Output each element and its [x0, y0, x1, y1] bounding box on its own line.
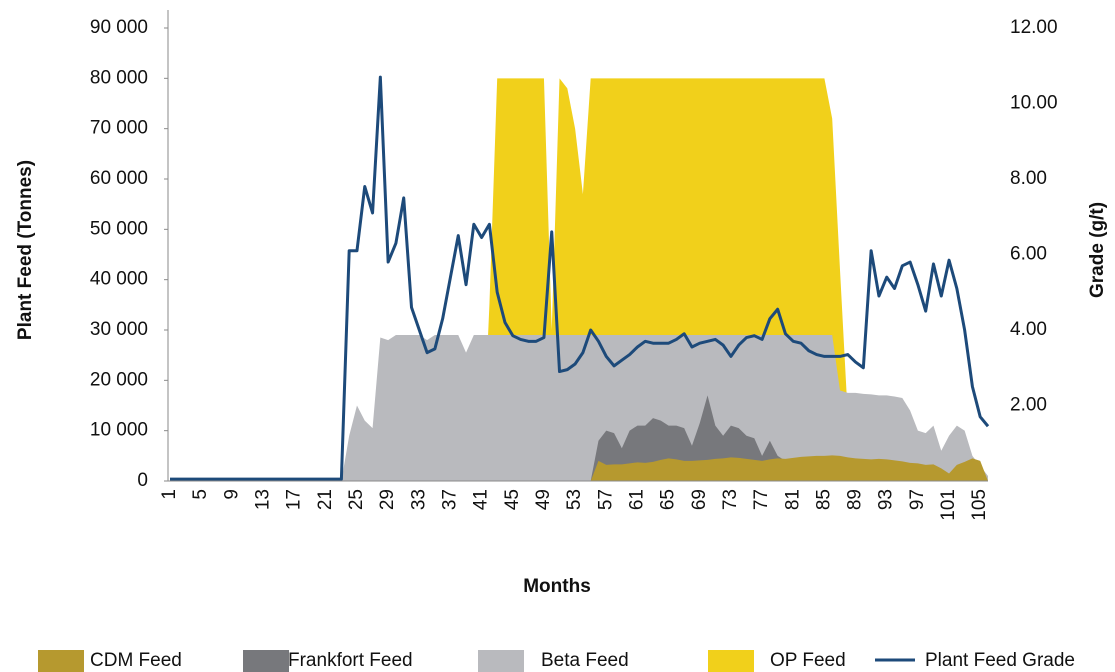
x-axis-title: Months — [523, 576, 591, 597]
x-tick-label: 29 — [377, 489, 398, 510]
y2-tick-label: 4.00 — [1010, 319, 1047, 340]
x-tick-label: 57 — [595, 489, 616, 510]
legend-swatch — [708, 650, 754, 672]
legend-label: CDM Feed — [90, 650, 182, 671]
x-tick-label: 77 — [751, 489, 772, 510]
y-tick-label: 40 000 — [90, 269, 148, 290]
legend-label: Frankfort Feed — [288, 650, 413, 671]
y2-tick-label: 10.00 — [1010, 93, 1058, 114]
area — [170, 335, 988, 481]
x-tick-label: 105 — [969, 489, 990, 521]
legend-label: OP Feed — [770, 650, 846, 671]
x-tick-label: 9 — [221, 489, 242, 500]
line — [170, 75, 990, 481]
x-tick-label: 85 — [813, 489, 834, 510]
x-tick-label: 13 — [253, 489, 274, 510]
y-tick-label: 90 000 — [90, 17, 148, 38]
x-tick-label: 33 — [408, 489, 429, 510]
y2-tick-label: 8.00 — [1010, 168, 1047, 189]
x-tick-label: 25 — [346, 489, 367, 510]
x-tick-label: 21 — [315, 489, 336, 510]
y-tick-label: 80 000 — [90, 67, 148, 88]
x-tick-label: 1 — [159, 489, 180, 500]
x-tick-label: 101 — [938, 489, 959, 521]
x-tick-label: 45 — [502, 489, 523, 510]
legend-label: Beta Feed — [541, 650, 629, 671]
x-tick-label: 49 — [533, 489, 554, 510]
x-tick-label: 5 — [190, 489, 211, 500]
y2-axis-title: Grade (g/t) — [1087, 202, 1108, 298]
x-tick-label: 73 — [720, 489, 741, 510]
y-tick-label: 60 000 — [90, 168, 148, 189]
x-tick-label: 69 — [689, 489, 710, 510]
y-tick-label: 30 000 — [90, 319, 148, 340]
y-tick-label: 20 000 — [90, 369, 148, 390]
x-tick-label: 97 — [907, 489, 928, 510]
y-tick-label: 70 000 — [90, 118, 148, 139]
legend-swatch — [478, 650, 524, 672]
x-tick-label: 93 — [876, 489, 897, 510]
y-axis-title: Plant Feed (Tonnes) — [15, 160, 36, 340]
y-tick-label: 50 000 — [90, 218, 148, 239]
legend-swatch — [38, 650, 84, 672]
x-tick-label: 65 — [658, 489, 679, 510]
y-tick-label: 10 000 — [90, 420, 148, 441]
legend-swatch — [243, 650, 289, 672]
y2-tick-label: 2.00 — [1010, 395, 1047, 416]
x-tick-label: 53 — [564, 489, 585, 510]
x-tick-label: 81 — [782, 489, 803, 510]
x-tick-label: 41 — [471, 489, 492, 510]
x-tick-label: 17 — [284, 489, 305, 510]
x-tick-label: 37 — [439, 489, 460, 510]
x-tick-label: 89 — [845, 489, 866, 510]
y2-tick-label: 6.00 — [1010, 244, 1047, 265]
x-tick-label: 61 — [626, 489, 647, 510]
y2-tick-label: 12.00 — [1010, 17, 1058, 38]
area — [170, 455, 988, 481]
y-tick-label: 0 — [137, 470, 148, 491]
legend-label: Plant Feed Grade — [925, 650, 1075, 671]
